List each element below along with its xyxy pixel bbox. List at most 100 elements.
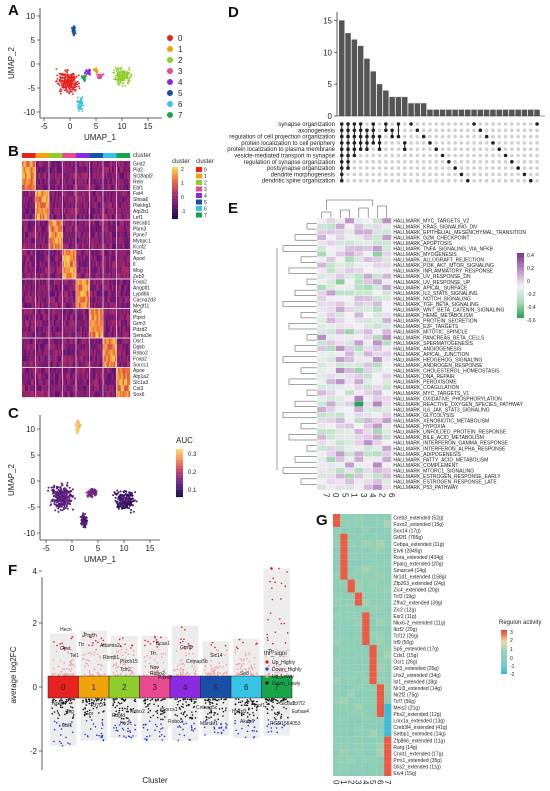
matrix-dot	[459, 147, 464, 151]
heatmap-cell	[92, 296, 95, 303]
heatmap-cell	[85, 249, 87, 256]
heatmap-cell	[35, 208, 38, 215]
heatmap-cell	[110, 308, 113, 315]
auc-point	[114, 492, 117, 495]
heatmap-cell	[113, 243, 116, 250]
auc-point	[125, 497, 128, 500]
heatmap-cell	[335, 245, 346, 252]
heatmap-cell	[86, 367, 89, 374]
heatmap-cell	[116, 166, 119, 173]
heatmap-cell	[43, 196, 45, 203]
heatmap-cell	[95, 202, 98, 209]
auc-point	[51, 492, 54, 495]
heatmap-cell	[32, 273, 35, 280]
heatmap-cell	[47, 338, 50, 345]
gene-label: Ebf1	[133, 185, 144, 191]
heatmap-cell	[47, 349, 50, 356]
colorbar-step	[176, 486, 183, 488]
heatmap-cell	[29, 385, 32, 392]
heatmap-cell	[115, 172, 117, 179]
matrix-dot	[478, 172, 483, 177]
heatmap-cell	[49, 166, 51, 173]
heatmap-cell	[103, 243, 105, 250]
colorbar-step	[172, 170, 178, 173]
matrix-dot	[377, 172, 382, 177]
umap-point-c6	[81, 97, 84, 99]
heatmap-cell	[104, 349, 107, 356]
heatmap-cell	[86, 190, 89, 197]
matrix-dot	[459, 166, 464, 170]
heatmap-cell	[23, 349, 26, 356]
heatmap-cell	[61, 308, 63, 315]
heatmap-cell	[35, 385, 38, 392]
matrix-dot	[402, 128, 407, 133]
heatmap-cell	[46, 261, 48, 268]
dendrogram-branch	[300, 256, 317, 263]
heatmap-cell	[64, 332, 66, 339]
heatmap-cell	[128, 220, 131, 227]
matrix-dot	[384, 147, 388, 151]
heatmap-cell	[85, 302, 87, 309]
heatmap-cell	[316, 251, 327, 257]
heatmap-cell	[97, 196, 99, 203]
matrix-dot	[402, 134, 407, 139]
heatmap-cell	[121, 367, 123, 374]
heatmap-cell	[65, 261, 68, 268]
heatmap-cell	[64, 391, 66, 398]
matrix-dot	[346, 178, 350, 183]
heatmap-cell	[118, 231, 120, 238]
heatmap-cell	[71, 184, 74, 191]
heatmap-cell	[115, 302, 117, 309]
heatmap-cell	[53, 166, 56, 173]
matrix-dot	[497, 166, 502, 170]
upset-bar	[339, 20, 345, 116]
matrix-dot	[453, 166, 457, 170]
heatmap-cell	[28, 178, 30, 185]
heatmap-cell	[82, 320, 84, 327]
heatmap-cell	[92, 202, 95, 209]
upset-bar	[471, 109, 477, 116]
heatmap-cell	[116, 161, 119, 168]
auc-point	[76, 422, 79, 425]
auc-point	[57, 504, 60, 507]
heatmap-cell	[23, 220, 26, 227]
heatmap-cell	[106, 373, 108, 380]
heatmap-cell	[115, 338, 117, 345]
heatmap-cell	[372, 251, 383, 257]
heatmap-cell	[103, 208, 105, 215]
heatmap-cell	[29, 290, 32, 297]
heatmap-cell	[121, 231, 123, 238]
auc-point	[63, 508, 66, 511]
heatmap-cell	[128, 237, 131, 244]
cluster-annotation-block	[116, 153, 130, 158]
heatmap-cell	[46, 172, 48, 179]
heatmap-cell	[128, 161, 131, 168]
heatmap-cell	[44, 166, 47, 173]
umap-point-c6	[79, 108, 82, 110]
heatmap-cell	[61, 249, 63, 256]
heatmap-cell	[41, 385, 44, 392]
umap-point-c1	[95, 69, 98, 72]
heatmap-cell	[98, 208, 101, 215]
heatmap-cell	[122, 361, 125, 368]
umap-point-c0	[67, 79, 70, 82]
colorbar-step	[176, 489, 183, 492]
heatmap-cell	[125, 314, 128, 321]
heatmap-cell	[31, 279, 33, 286]
heatmap-cell	[74, 255, 77, 262]
auc-point	[91, 490, 94, 493]
heatmap-cell	[94, 225, 96, 232]
heatmap-cell	[53, 314, 56, 321]
heatmap-cell	[85, 225, 87, 232]
heatmap-cell	[73, 308, 75, 315]
heatmap-cell	[95, 320, 98, 327]
heatmap-cell	[107, 320, 110, 327]
matrix-dot	[528, 128, 533, 133]
cluster-annotation-block	[35, 153, 49, 158]
heatmap-cell	[40, 379, 42, 386]
heatmap-cell	[28, 314, 30, 321]
heatmap-cell	[95, 379, 98, 386]
heatmap-cell	[32, 166, 35, 173]
heatmap-cell	[116, 314, 119, 321]
heatmap-cell	[128, 208, 131, 215]
